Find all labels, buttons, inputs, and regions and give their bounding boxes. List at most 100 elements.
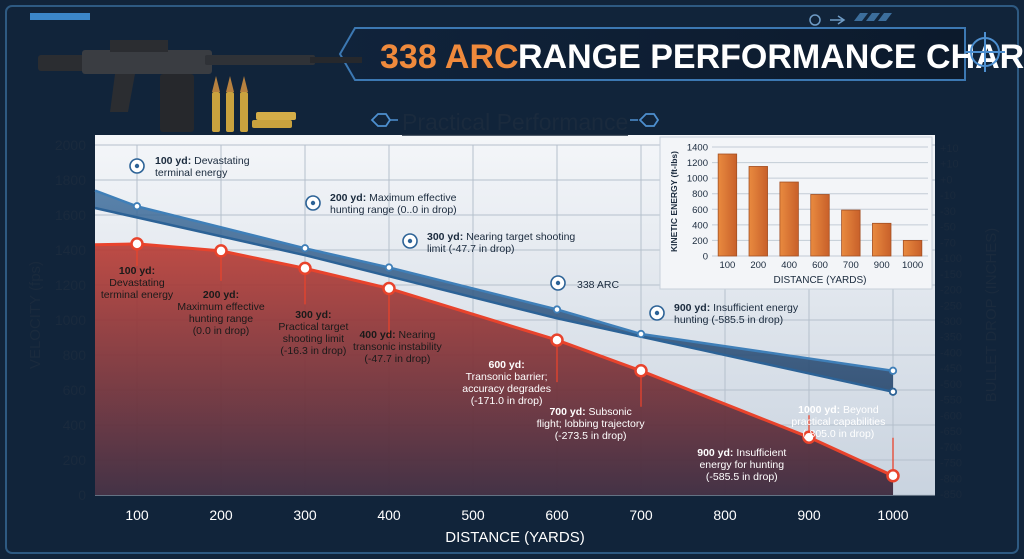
x-tick-label: 800 — [713, 507, 737, 523]
series-point — [550, 333, 564, 347]
y-axis-title: VELOCITY (fps) — [27, 261, 44, 369]
annotation-line: terminal energy — [155, 167, 228, 179]
annotation-upper: 338 ARC — [577, 279, 619, 291]
annotation-icon-dot — [555, 280, 561, 286]
annotation-bold: 700 yd: — [549, 406, 585, 418]
y-tick-label: 1000 — [55, 312, 86, 328]
y-tick-label: 1400 — [55, 242, 86, 258]
series-point — [300, 244, 310, 253]
y2-axis-title: BULLET DROP (INCHES) — [983, 228, 1000, 403]
inset-bar — [717, 153, 738, 257]
annotation-line: 300 yd: — [295, 309, 331, 321]
annotation-text: Devastating — [194, 155, 250, 167]
crosshair-icon — [965, 32, 1005, 72]
y2-tick-label: -250 — [940, 300, 962, 312]
x-tick-label: 400 — [377, 507, 401, 523]
y2-tick-label: -30 — [940, 206, 956, 218]
velocity-area-fill — [95, 243, 893, 495]
annotation-line: (-273.5 in drop) — [555, 430, 627, 442]
annotation-line: 900 yd: Insufficient — [697, 447, 786, 459]
annotation-text: Insufficient — [733, 447, 786, 459]
y2-tick-label: -750 — [940, 458, 962, 470]
inset-x-tick-label: 600 — [812, 260, 828, 271]
series-point — [634, 364, 648, 378]
series-point — [298, 261, 312, 276]
annotation-line: 1000 yd: Beyond — [798, 404, 879, 416]
annotation-line: terminal energy — [101, 289, 174, 301]
annotation-line: (-585.5 in drop) — [706, 471, 778, 483]
inset-bar — [810, 194, 830, 257]
y2-tick-label: -850 — [940, 489, 962, 501]
y-tick-label: 200 — [63, 452, 87, 468]
y-tick-label: 600 — [63, 382, 87, 398]
annotation-line: 200 yd: — [203, 289, 239, 301]
frame-border — [5, 5, 1019, 554]
x-tick-label: 900 — [797, 507, 821, 523]
series-line — [94, 206, 894, 394]
annotation-line: 100 yd: — [119, 265, 155, 277]
annotation-bold: 600 yd: — [489, 359, 525, 371]
annotation-line: (-171.0 in drop) — [471, 395, 543, 407]
annotation-icon — [305, 195, 321, 211]
annotation-text: Beyond — [840, 404, 879, 416]
series-point — [382, 281, 396, 296]
inset-x-tick-label: 200 — [750, 260, 766, 271]
annotation-line: Transonic barrier; — [466, 371, 548, 383]
inset-y-tick-label: 600 — [692, 205, 708, 216]
y2-tick-label: -800 — [940, 473, 962, 485]
annotation-line: 400 yd: Nearing — [359, 329, 435, 341]
header: 338 ARC RANGE PERFORMANCE CHART — [338, 27, 1024, 81]
y2-tick-label: +10 — [940, 143, 959, 155]
annotation-bold: 100 yd: — [155, 155, 194, 167]
inset-x-tick-label: 700 — [843, 260, 859, 271]
y2-tick-label: -400 — [940, 347, 962, 359]
inset-bar — [779, 181, 799, 257]
inset-y-tick-label: 200 — [692, 236, 708, 247]
annotation-line: energy for hunting — [699, 459, 784, 471]
annotation-bold: 900 yd: — [697, 447, 733, 459]
series-point — [636, 329, 646, 339]
trajectory-band-fill — [95, 190, 893, 392]
annotation-icon — [550, 275, 566, 291]
annotation-bold: 200 yd: — [203, 289, 239, 301]
annotation-text: Subsonic — [586, 406, 632, 418]
series-point — [888, 366, 898, 375]
title-text: RANGE PERFORMANCE CHART — [518, 38, 1024, 76]
annotation-icon — [402, 233, 418, 249]
series-point — [214, 244, 228, 258]
annotation-line: hunting (-585.5 in drop) — [674, 314, 783, 326]
frame-accent-left — [30, 13, 90, 20]
annotation-line: 600 yd: — [489, 359, 525, 371]
annotation-text: Insufficient energy — [713, 302, 799, 314]
annotation-icon-dot — [310, 200, 316, 206]
axes: 0200400600800100012001400160018002000100… — [27, 137, 1000, 546]
inset-y-axis-title: KINETIC ENERGY (ft-lbs) — [669, 151, 679, 252]
series-point — [384, 263, 394, 272]
annotation-line: 100 yd: Devastating — [155, 155, 250, 167]
y2-tick-label: -500 — [940, 379, 962, 391]
y-tick-label: 800 — [63, 347, 87, 363]
inset-x-axis-title: DISTANCE (YARDS) — [774, 275, 867, 286]
y-tick-label: 1200 — [55, 277, 86, 293]
inset-bar — [748, 166, 768, 257]
annotation-text: 338 ARC — [577, 279, 619, 291]
annotation-line: hunting range — [189, 313, 253, 325]
annotation-lower: 600 yd:Transonic barrier;accuracy degrad… — [462, 359, 551, 407]
x-tick-label: 500 — [461, 507, 485, 523]
annotation-line: hunting range (0..0 in drop) — [330, 204, 457, 216]
inset-y-tick-label: 1200 — [687, 158, 708, 169]
subtitle-group: Practical Performance — [370, 109, 660, 136]
annotation-line: limit (-47.7 in drop) — [427, 243, 515, 255]
annotation-line: (0.0 in drop) — [193, 325, 250, 337]
inset-y-tick-label: 1400 — [687, 143, 708, 154]
series-point — [888, 387, 898, 396]
annotation-line: Practical target — [278, 321, 348, 333]
